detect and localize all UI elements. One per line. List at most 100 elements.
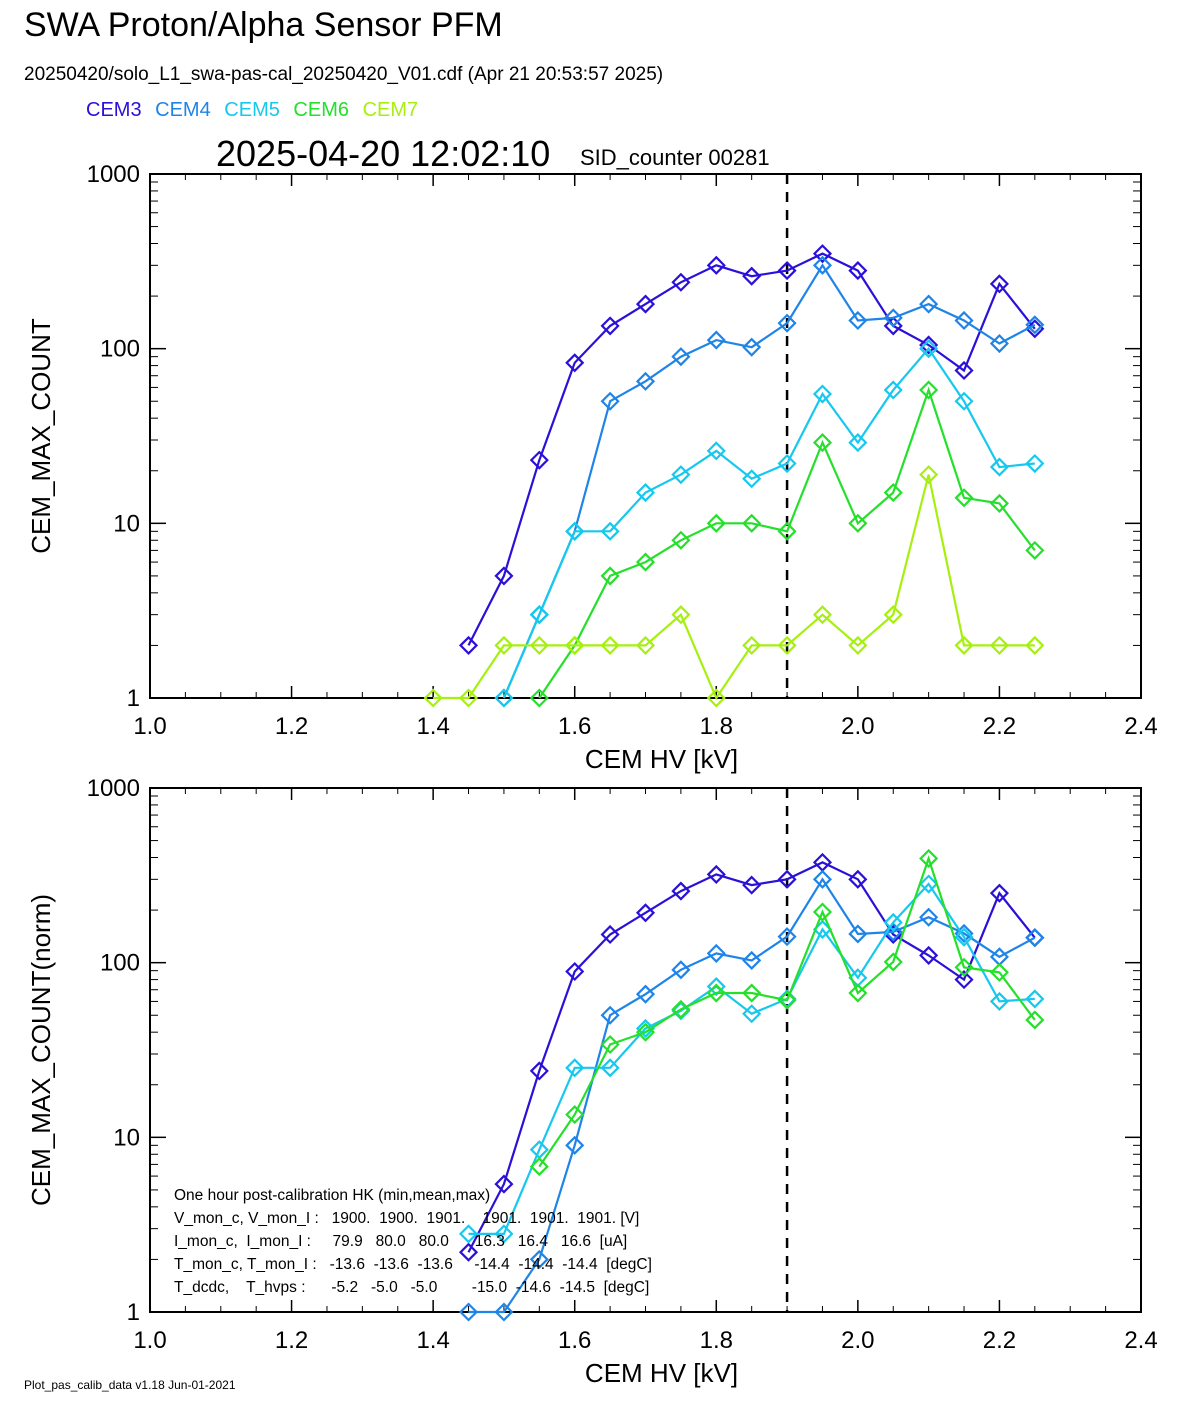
x-tick-label: 2.2 [983, 1327, 1016, 1354]
data-point-cem5 [989, 457, 1009, 477]
y-tick-label: 1000 [87, 775, 140, 802]
x-tick-label: 1.6 [558, 1327, 591, 1354]
series-line-cem7 [433, 474, 1035, 701]
data-point-cem3 [706, 255, 726, 275]
data-point-cem4 [812, 255, 833, 275]
series-line-cem6 [538, 386, 1036, 699]
data-point-cem5 [635, 1018, 656, 1039]
data-point-cem4 [706, 943, 726, 963]
chart-panel-2: 1.0 1.2 1.4 1.6 1.8 2.0 2.2 2.4 1 10 100 1000 CEM HV… [26, 775, 1158, 1388]
data-point-cem4 [671, 347, 691, 367]
data-point-cem4 [777, 313, 797, 333]
data-point-cem3 [777, 869, 797, 889]
series-line-cem4 [502, 263, 1036, 699]
data-point-cem5 [742, 1004, 762, 1024]
data-point-cem5 [458, 1224, 479, 1244]
data-point-cem4 [919, 907, 939, 927]
x-tick-label: 1.4 [416, 1327, 449, 1354]
series-line-cem3 [467, 861, 1036, 1253]
data-point-cem3 [742, 875, 762, 895]
data-point-cem4 [777, 927, 797, 947]
data-point-cem7 [635, 635, 656, 655]
data-point-cem7 [529, 635, 549, 655]
data-point-cem6 [706, 983, 726, 1003]
data-point-cem7 [812, 605, 833, 625]
data-point-cem6 [848, 983, 868, 1003]
x-tick-label: 1.4 [416, 713, 449, 740]
data-point-cem5 [494, 688, 514, 708]
hk-line-2: V_mon_c, V_mon_I : 1900. 1900. 1901. 190… [174, 1210, 639, 1227]
series-line-cem3 [467, 252, 1036, 646]
page-title: SWA Proton/Alpha Sensor PFM [24, 6, 503, 44]
data-point-cem6 [848, 513, 868, 533]
data-point-cem3 [812, 244, 833, 264]
data-point-cem3 [848, 869, 868, 889]
data-point-cem3 [671, 881, 691, 901]
y-tick-label: 100 [100, 950, 140, 977]
data-point-cem5 [1025, 453, 1045, 474]
data-point-cem3 [848, 261, 868, 281]
data-point-cem4 [848, 924, 868, 944]
data-point-cem4 [848, 310, 868, 331]
y-tick-label: 10 [113, 1124, 140, 1151]
data-point-cem3 [989, 274, 1009, 294]
data-point-cem5 [671, 465, 691, 485]
data-point-cem4 [565, 1135, 585, 1155]
data-point-cem5 [777, 453, 797, 474]
legend-entry-cem4: CEM4 [155, 99, 211, 121]
data-point-cem7 [883, 605, 903, 625]
y-tick-label: 10 [113, 510, 140, 537]
data-point-cem4 [742, 950, 762, 970]
data-point-cem5 [812, 384, 833, 404]
data-point-cem6 [529, 1157, 549, 1177]
data-point-cem5 [954, 391, 974, 411]
data-point-cem6 [742, 983, 762, 1003]
data-point-cem3 [565, 353, 585, 373]
y-tick-label: 1000 [87, 161, 140, 188]
series-group [458, 848, 1045, 1322]
x-tick-label: 2.4 [1124, 713, 1157, 740]
hk-line-4: T_mon_c, T_mon_I : -13.6 -13.6 -13.6 -14… [174, 1256, 652, 1273]
x-tick-label: 1.8 [700, 713, 733, 740]
data-point-cem5 [565, 1058, 585, 1078]
data-point-cem3 [919, 335, 939, 355]
x-axis-label: CEM HV [kV] [585, 1358, 738, 1388]
series-group [423, 244, 1045, 708]
data-point-cem6 [812, 433, 833, 453]
data-point-cem4 [954, 310, 974, 331]
y-tick-label: 1 [127, 685, 140, 712]
data-point-cem7 [742, 635, 762, 655]
x-tick-label: 1.0 [133, 713, 166, 740]
data-point-cem3 [494, 566, 514, 586]
x-tick-label: 1.6 [558, 713, 591, 740]
data-point-cem5 [529, 605, 549, 625]
data-point-cem5 [883, 380, 903, 400]
hk-line-3: I_mon_c, I_mon_I : 79.9 80.0 80.0 16.3 1… [174, 1233, 627, 1250]
sid-counter: SID_counter 00281 [580, 145, 770, 170]
x-tick-label: 2.2 [983, 713, 1016, 740]
data-point-cem7 [600, 635, 620, 655]
data-point-cem4 [494, 1302, 514, 1322]
data-point-cem3 [706, 864, 726, 884]
data-point-cem3 [458, 635, 479, 655]
data-point-cem3 [635, 294, 656, 314]
x-tick-label: 1.2 [275, 1327, 308, 1354]
footer-version: Plot_pas_calib_data v1.18 Jun-01-2021 [24, 1378, 236, 1392]
data-point-cem4 [883, 308, 903, 328]
data-point-cem6 [600, 1034, 620, 1055]
data-point-cem4 [671, 960, 691, 980]
data-point-cem5 [883, 912, 903, 932]
data-point-cem4 [1025, 928, 1045, 948]
data-point-cem6 [989, 962, 1009, 982]
data-point-cem4 [635, 984, 656, 1004]
data-point-cem7 [989, 635, 1009, 655]
data-point-cem4 [635, 371, 656, 391]
data-point-cem3 [742, 266, 762, 286]
data-point-cem3 [529, 450, 549, 470]
legend-entry-cem7: CEM7 [362, 99, 419, 121]
data-point-cem5 [1025, 989, 1045, 1009]
data-point-cem4 [812, 869, 833, 889]
data-point-cem3 [954, 970, 974, 990]
hk-line-5: T_dcdc, T_hvps : -5.2 -5.0 -5.0 -15.0 -1… [174, 1279, 649, 1296]
